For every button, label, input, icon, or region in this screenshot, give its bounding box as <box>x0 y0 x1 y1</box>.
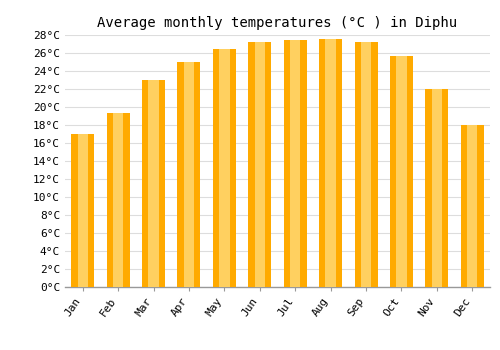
Bar <box>213 49 236 287</box>
Bar <box>71 134 94 287</box>
Bar <box>78 134 88 287</box>
Bar <box>254 42 265 287</box>
Bar <box>396 56 406 287</box>
Bar <box>219 49 230 287</box>
Bar <box>142 80 165 287</box>
Bar <box>361 42 371 287</box>
Bar <box>432 89 442 287</box>
Bar <box>248 42 272 287</box>
Title: Average monthly temperatures (°C ) in Diphu: Average monthly temperatures (°C ) in Di… <box>98 16 458 30</box>
Bar <box>354 42 378 287</box>
Bar <box>106 113 130 287</box>
Bar <box>184 62 194 287</box>
Bar <box>178 62 201 287</box>
Bar <box>326 38 336 287</box>
Bar <box>319 38 342 287</box>
Bar <box>148 80 158 287</box>
Bar <box>290 40 300 287</box>
Bar <box>461 125 484 287</box>
Bar <box>113 113 124 287</box>
Bar <box>390 56 413 287</box>
Bar <box>284 40 306 287</box>
Bar <box>467 125 477 287</box>
Bar <box>426 89 448 287</box>
